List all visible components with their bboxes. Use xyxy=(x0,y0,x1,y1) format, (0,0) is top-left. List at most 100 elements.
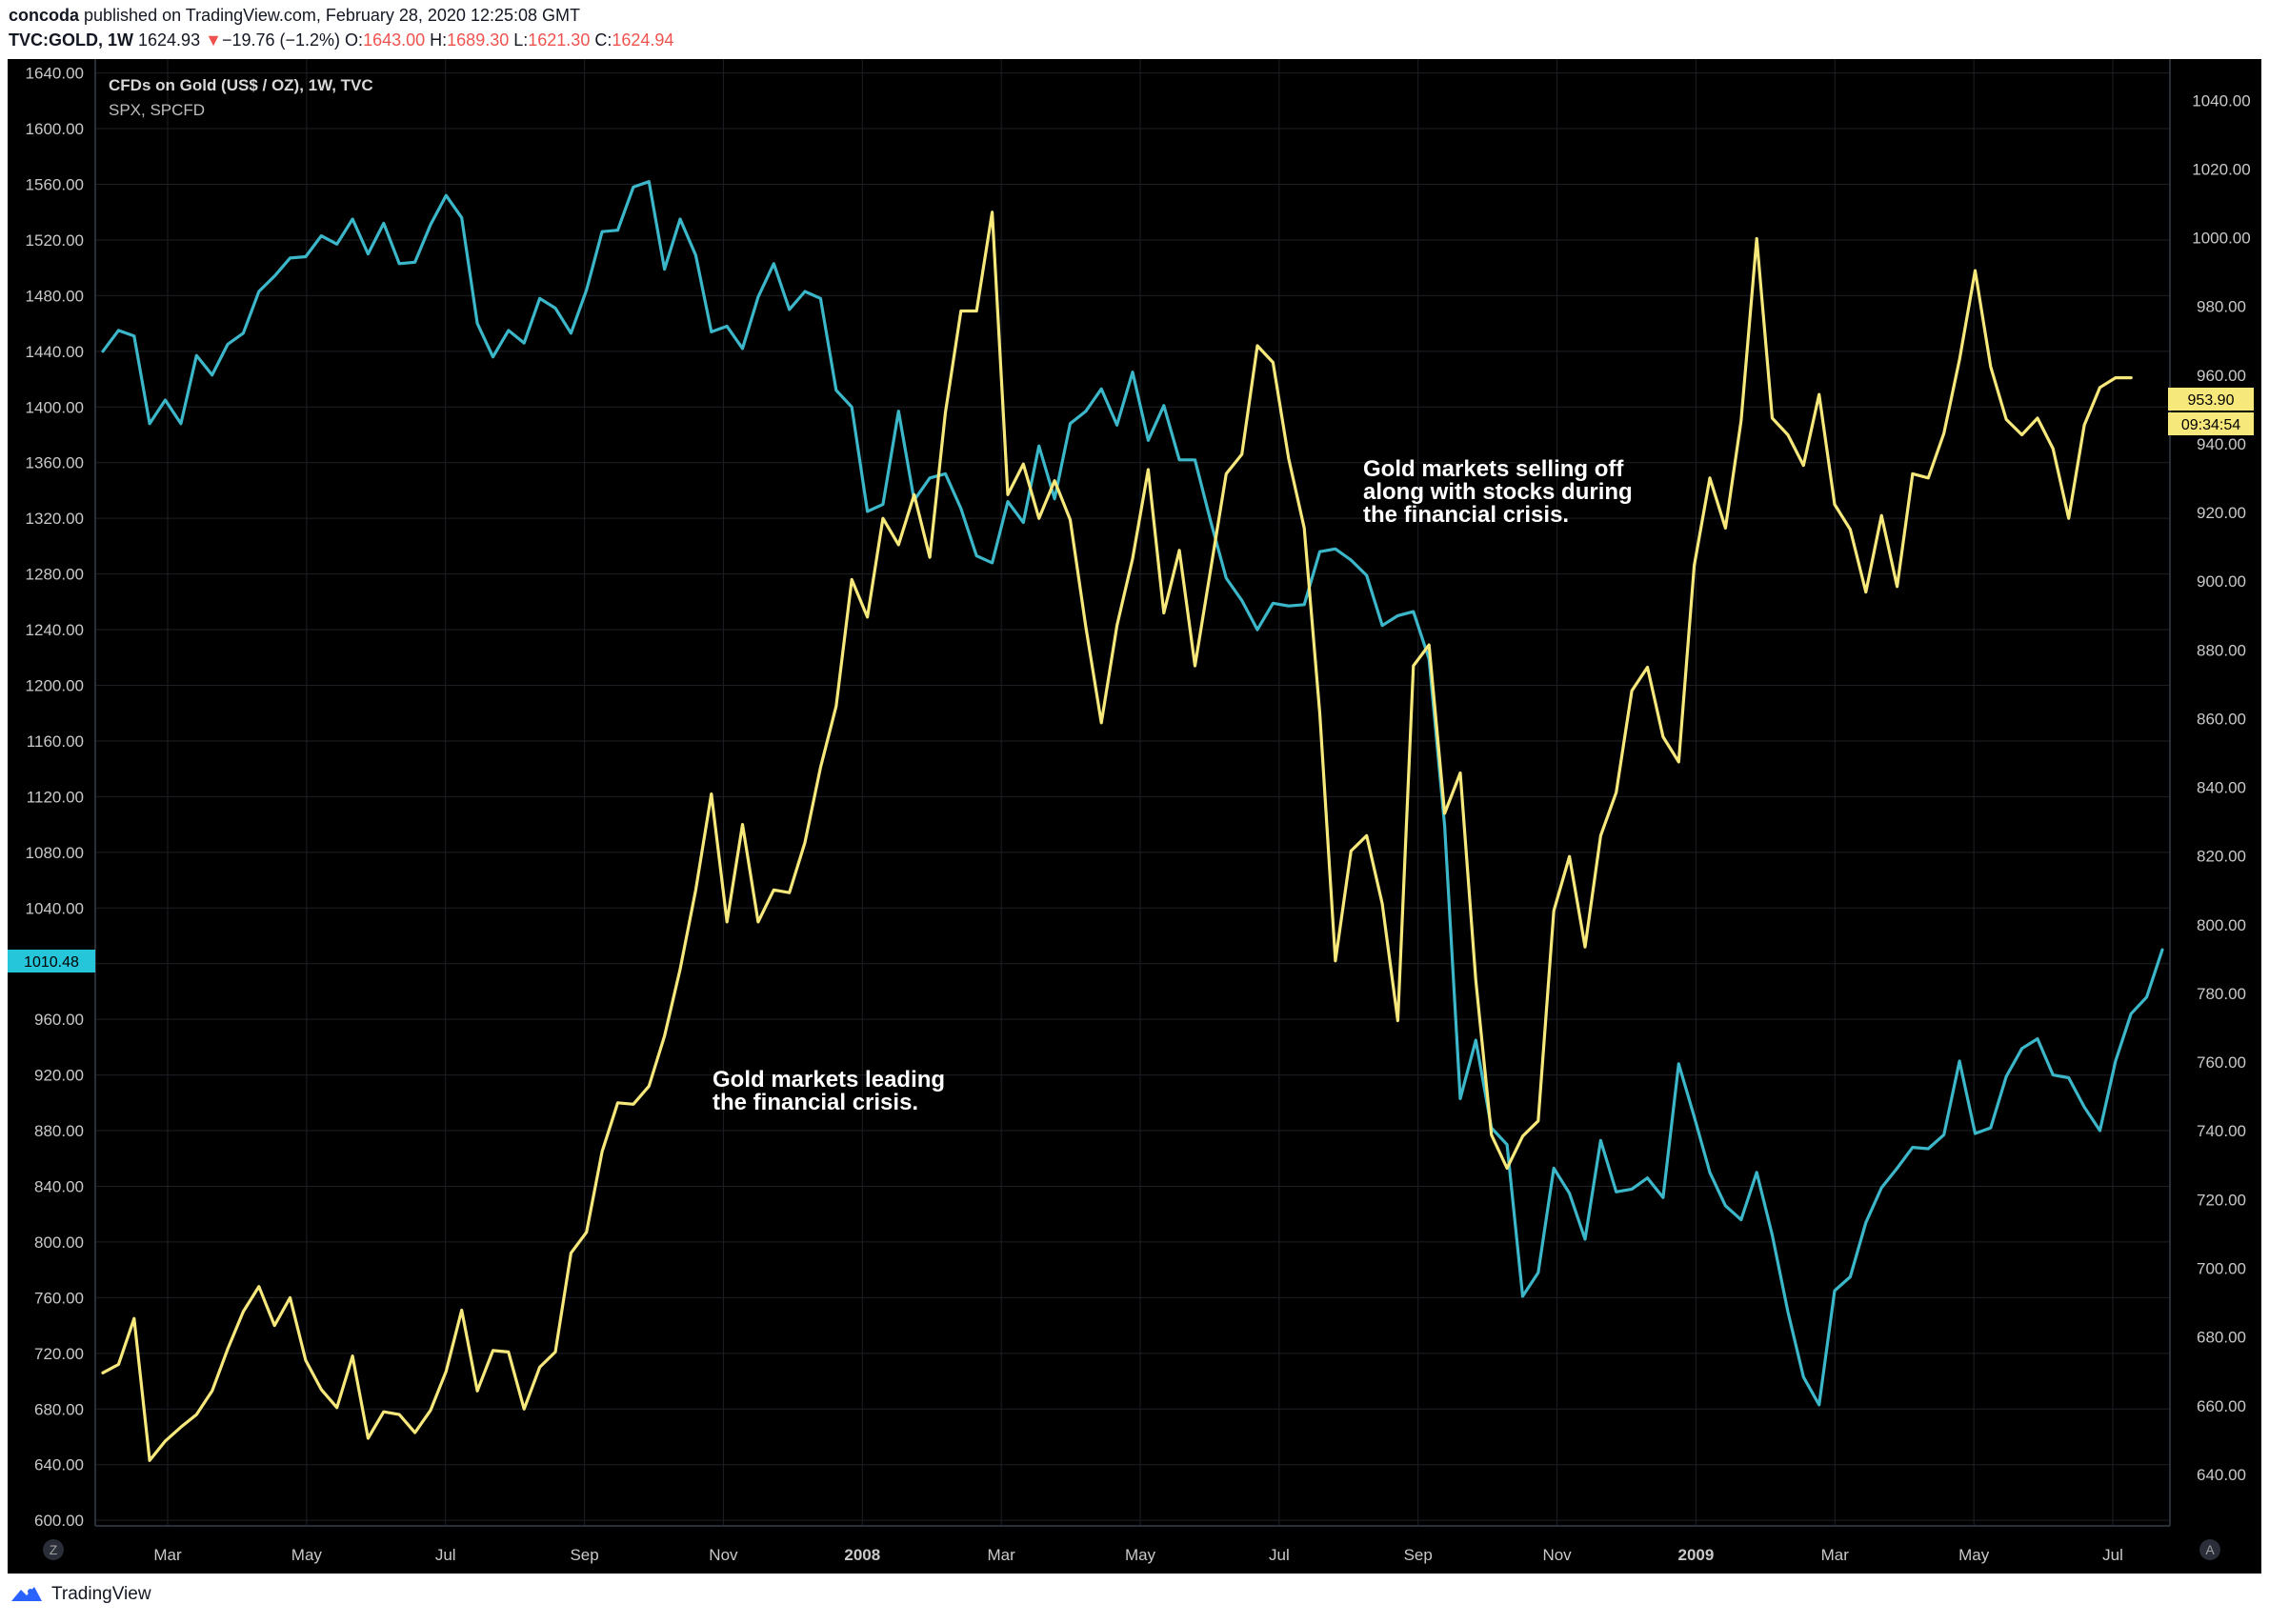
x-tick-label: 2009 xyxy=(1678,1546,1715,1564)
gold-series-line xyxy=(101,211,2133,1462)
left-tick-label: 1560.00 xyxy=(26,175,84,193)
scale-z-label[interactable]: Z xyxy=(50,1542,58,1557)
right-tick-label: 940.00 xyxy=(2197,435,2246,453)
x-tick-label: Jul xyxy=(2102,1546,2123,1564)
x-tick-label: May xyxy=(291,1546,323,1564)
author-name[interactable]: concoda xyxy=(9,6,80,25)
left-tick-label: 1440.00 xyxy=(26,343,84,361)
left-tick-label: 800.00 xyxy=(34,1233,84,1252)
last-price: 1624.93 xyxy=(138,30,201,50)
right-tick-label: 840.00 xyxy=(2197,779,2246,797)
left-tick-label: 1320.00 xyxy=(26,510,84,528)
right-tick-label: 680.00 xyxy=(2197,1329,2246,1347)
x-tick-label: Sep xyxy=(570,1546,598,1564)
scale-mode-button-left[interactable]: Z xyxy=(43,1539,64,1560)
published-text: published on TradingView.com, February 2… xyxy=(79,6,580,25)
legend-compare[interactable]: SPX, SPCFD xyxy=(109,101,205,119)
x-tick-label: Nov xyxy=(709,1546,738,1564)
right-last-price-bg xyxy=(2168,388,2254,411)
x-tick-label: Nov xyxy=(1542,1546,1572,1564)
left-tick-label: 880.00 xyxy=(34,1122,84,1140)
right-countdown: 09:34:54 xyxy=(2181,417,2240,433)
annotation-gold-selloff-line2: along with stocks during xyxy=(1363,479,1633,505)
axes xyxy=(94,59,2171,1527)
low-value: 1621.30 xyxy=(528,30,591,50)
left-tick-label: 1280.00 xyxy=(26,566,84,584)
right-tick-label: 820.00 xyxy=(2197,848,2246,866)
left-tick-label: 1640.00 xyxy=(26,65,84,83)
tradingview-brand[interactable]: TradingView xyxy=(51,1584,151,1604)
left-tick-label: 1240.00 xyxy=(26,621,84,639)
left-tick-label: 720.00 xyxy=(34,1345,84,1363)
right-tick-label: 880.00 xyxy=(2197,641,2246,659)
open-label: O: xyxy=(345,30,364,50)
left-last-price: 1010.48 xyxy=(24,954,79,971)
right-countdown-bg xyxy=(2168,412,2254,435)
x-tick-label: Sep xyxy=(1404,1546,1433,1564)
left-last-price-tag: 1010.48 xyxy=(8,950,95,972)
chart-background xyxy=(8,59,2261,1574)
close-value: 1624.94 xyxy=(612,30,674,50)
open-value: 1643.00 xyxy=(363,30,426,50)
left-tick-label: 1360.00 xyxy=(26,454,84,472)
x-tick-label: Mar xyxy=(1821,1546,1850,1564)
scale-a-label[interactable]: A xyxy=(2205,1542,2215,1557)
grid-lines xyxy=(95,59,2170,1526)
right-tick-label: 660.00 xyxy=(2197,1397,2246,1415)
scale-mode-button-right[interactable]: A xyxy=(2199,1539,2220,1560)
right-last-price: 953.90 xyxy=(2188,392,2235,409)
right-tick-label: 720.00 xyxy=(2197,1191,2246,1209)
left-tick-label: 1200.00 xyxy=(26,676,84,694)
symbol-label: TVC:GOLD, 1W xyxy=(9,30,133,50)
left-tick-label: 1120.00 xyxy=(27,788,84,806)
publisher-line: concoda published on TradingView.com, Fe… xyxy=(9,6,580,26)
left-tick-label: 1600.00 xyxy=(26,120,84,138)
right-tick-label: 800.00 xyxy=(2197,916,2246,934)
close-label: C: xyxy=(594,30,612,50)
left-tick-label: 1400.00 xyxy=(26,398,84,416)
annotation-gold-leading-line2: the financial crisis. xyxy=(713,1090,918,1115)
left-tick-label: 920.00 xyxy=(34,1067,84,1085)
x-tick-label: May xyxy=(1125,1546,1156,1564)
right-last-price-tag: 953.90 09:34:54 xyxy=(2168,388,2254,435)
axis-labels: Mar May Jul Sep Nov 2008 Mar May Jul Sep Nov 2009 Ma… xyxy=(26,65,2251,1564)
right-tick-label: 700.00 xyxy=(2197,1260,2246,1278)
x-tick-label: Jul xyxy=(1269,1546,1290,1564)
right-tick-label: 920.00 xyxy=(2197,504,2246,522)
scale-a-circle[interactable] xyxy=(2199,1539,2220,1560)
chart-svg[interactable]: Mar May Jul Sep Nov 2008 Mar May Jul Sep Nov 2009 Ma… xyxy=(8,59,2261,1574)
left-tick-label: 840.00 xyxy=(34,1177,84,1195)
right-tick-label: 960.00 xyxy=(2197,367,2246,385)
left-tick-label: 640.00 xyxy=(34,1456,84,1474)
x-tick-label: 2008 xyxy=(844,1546,880,1564)
right-tick-label: 740.00 xyxy=(2197,1122,2246,1140)
high-label: H: xyxy=(430,30,448,50)
left-tick-label: 1520.00 xyxy=(26,231,84,250)
legend-main[interactable]: CFDs on Gold (US$ / OZ), 1W, TVC xyxy=(109,76,373,94)
change-down-icon: ▼ xyxy=(205,30,222,50)
change-value: −19.76 (−1.2%) xyxy=(221,30,341,50)
right-tick-label: 860.00 xyxy=(2197,710,2246,728)
footer-branding[interactable]: TradingView xyxy=(10,1584,151,1605)
right-tick-label: 780.00 xyxy=(2197,985,2246,1003)
annotation-gold-selloff-line1: Gold markets selling off xyxy=(1363,456,1624,482)
left-tick-label: 1160.00 xyxy=(27,732,84,751)
right-tick-label: 900.00 xyxy=(2197,572,2246,591)
left-last-price-bg xyxy=(8,950,95,972)
left-tick-label: 760.00 xyxy=(34,1289,84,1307)
right-tick-label: 760.00 xyxy=(2197,1053,2246,1072)
left-tick-label: 1480.00 xyxy=(26,287,84,305)
ohlc-line: TVC:GOLD, 1W 1624.93 ▼−19.76 (−1.2%) O:1… xyxy=(9,30,673,50)
right-tick-label: 640.00 xyxy=(2197,1466,2246,1484)
left-tick-label: 1080.00 xyxy=(26,844,84,862)
high-value: 1689.30 xyxy=(447,30,510,50)
chart-panel[interactable]: Mar May Jul Sep Nov 2008 Mar May Jul Sep Nov 2009 Ma… xyxy=(8,59,2261,1574)
x-tick-label: Jul xyxy=(435,1546,456,1564)
x-tick-label: May xyxy=(1958,1546,1990,1564)
left-tick-label: 600.00 xyxy=(34,1512,84,1530)
x-tick-label: Mar xyxy=(153,1546,182,1564)
right-tick-label: 1000.00 xyxy=(2192,230,2250,248)
left-tick-label: 960.00 xyxy=(34,1011,84,1029)
scale-z-circle[interactable] xyxy=(43,1539,64,1560)
right-tick-label: 1040.00 xyxy=(2192,91,2250,110)
